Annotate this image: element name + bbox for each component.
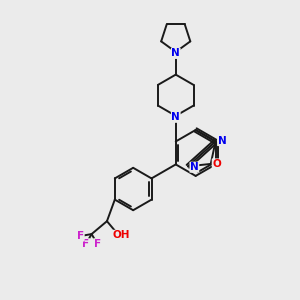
Text: N: N [171, 48, 180, 59]
Text: F: F [77, 231, 84, 241]
Text: N: N [218, 136, 226, 146]
Text: OH: OH [112, 230, 130, 240]
Text: F: F [82, 239, 90, 249]
Text: N: N [190, 162, 199, 172]
Text: N: N [171, 112, 180, 122]
Text: O: O [212, 159, 221, 169]
Text: F: F [94, 239, 101, 249]
